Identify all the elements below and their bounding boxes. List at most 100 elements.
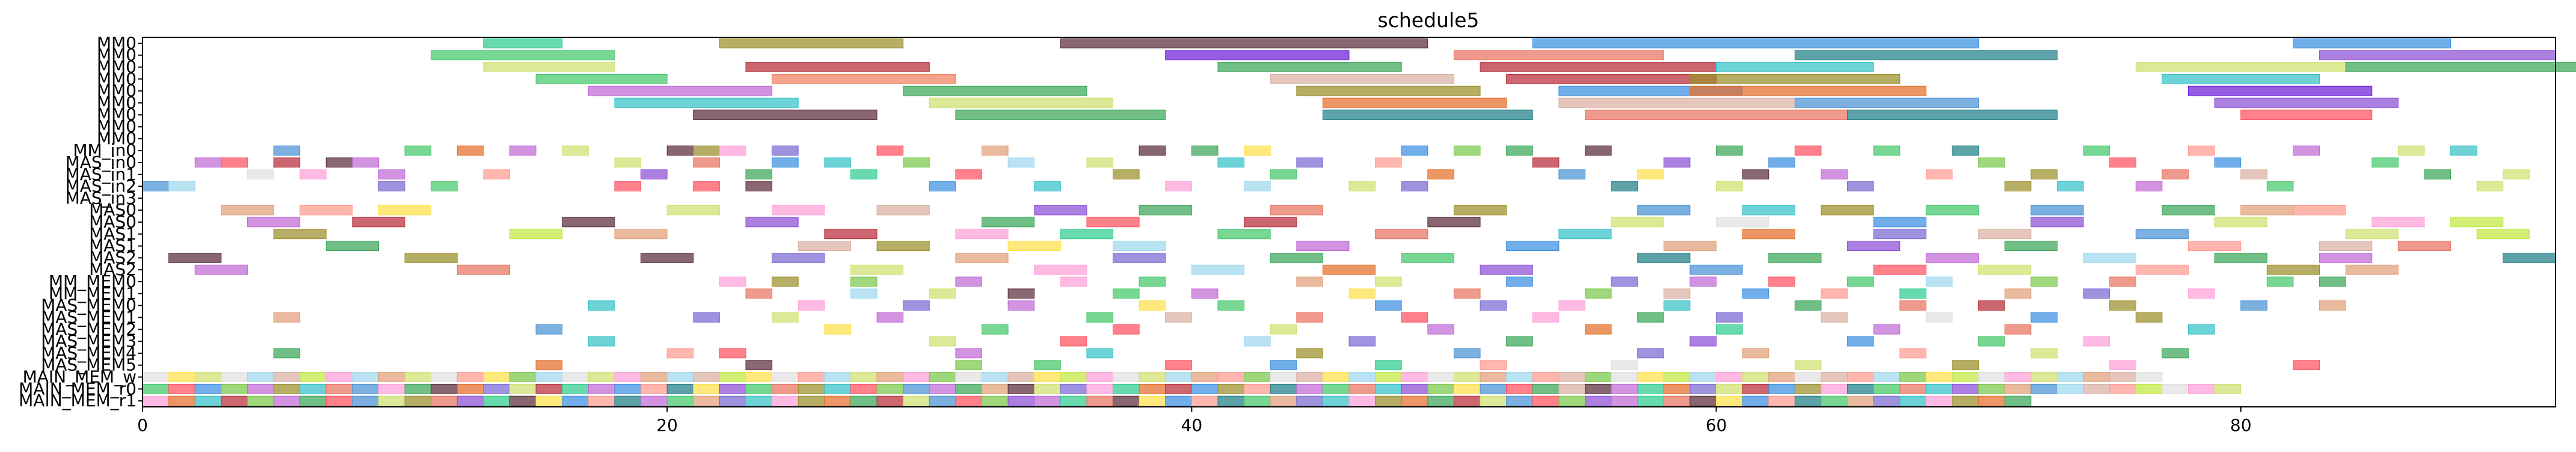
task-bar <box>1663 372 1691 382</box>
task-bar <box>1113 288 1140 299</box>
task-bar <box>1584 145 1612 156</box>
task-bar <box>273 372 301 382</box>
task-bar <box>929 98 1114 108</box>
task-bar <box>2266 181 2294 191</box>
task-bar <box>325 241 379 252</box>
task-bar <box>404 145 432 156</box>
task-bar <box>1034 383 1061 394</box>
task-bar <box>1191 383 1219 394</box>
y-tick-label: MAS_in3 <box>66 188 137 208</box>
y-tick-label: MAS_in1 <box>66 164 137 184</box>
task-bar <box>1847 395 1874 406</box>
task-bar <box>562 145 589 156</box>
task-bar <box>614 157 642 168</box>
task-bar <box>772 73 956 84</box>
xticks-layer: 0 20 40 60 80 <box>137 407 2252 435</box>
y-tick-label: MAS_MEM5 <box>41 355 137 375</box>
task-bar <box>1925 276 1953 287</box>
task-bar <box>1060 276 1087 287</box>
task-bar <box>1742 205 1795 215</box>
task-bar <box>1270 372 1297 382</box>
task-bar <box>1060 38 1428 49</box>
task-bar <box>981 324 1009 335</box>
task-bar <box>2476 229 2530 240</box>
y-tick-label: MAS0 <box>89 200 137 220</box>
task-bar <box>1348 336 1376 347</box>
task-bar <box>1453 372 1481 382</box>
task-bar <box>1191 145 1219 156</box>
task-bar <box>1453 145 1481 156</box>
task-bar <box>1978 264 2032 275</box>
task-bar <box>273 229 327 240</box>
task-bar <box>2345 264 2399 275</box>
task-bar <box>745 169 773 180</box>
task-bar <box>1217 157 1245 168</box>
chart-title: schedule5 <box>1378 8 1480 32</box>
task-bar <box>2135 229 2189 240</box>
y-tick-label: MAS1 <box>89 236 137 256</box>
task-bar <box>562 383 589 394</box>
task-bar <box>142 181 170 191</box>
y-tick-label: MM0 <box>97 57 137 77</box>
task-bar <box>1716 395 1743 406</box>
task-bar <box>1506 241 1560 252</box>
task-bar <box>1427 372 1454 382</box>
task-bar <box>2187 145 2215 156</box>
task-bar <box>1034 395 1061 406</box>
task-bar <box>850 372 878 382</box>
task-bar <box>1480 360 1507 371</box>
task-bar <box>1165 360 1192 371</box>
task-bar <box>693 157 720 168</box>
task-bar <box>903 395 930 406</box>
y-tick-label: MM0 <box>97 33 137 53</box>
task-bar <box>929 383 956 394</box>
task-bar <box>1165 383 1192 394</box>
task-bar <box>1401 253 1454 263</box>
task-bar <box>1375 372 1402 382</box>
task-bar <box>772 205 825 215</box>
task-bar <box>1821 288 1848 299</box>
task-bar <box>1427 395 1454 406</box>
task-bar <box>1401 145 1428 156</box>
task-bar <box>378 181 405 191</box>
task-bar <box>772 157 799 168</box>
task-bar <box>300 169 327 180</box>
task-bar <box>1584 288 1612 299</box>
task-bar <box>1663 288 1691 299</box>
task-bar <box>1847 110 2058 120</box>
task-bar <box>850 169 878 180</box>
task-bar <box>2293 38 2452 49</box>
task-bar <box>2450 217 2504 228</box>
task-bar <box>876 383 904 394</box>
task-bar <box>693 372 720 382</box>
task-bar <box>1794 395 1822 406</box>
task-bar <box>1480 383 1507 394</box>
task-bar <box>247 217 301 228</box>
task-bar <box>431 181 458 191</box>
task-bar <box>1506 145 1533 156</box>
task-bar <box>1296 276 1323 287</box>
task-bar <box>1375 276 1402 287</box>
task-bar <box>2030 383 2058 394</box>
task-bar <box>535 395 563 406</box>
task-bar <box>1899 288 1926 299</box>
task-bar <box>2056 181 2084 191</box>
task-bar <box>2476 181 2504 191</box>
task-bar <box>1637 205 1691 215</box>
task-bar <box>1689 383 1717 394</box>
task-bar <box>2187 288 2215 299</box>
task-bar <box>2214 253 2267 263</box>
task-bar <box>352 383 379 394</box>
task-bar <box>1689 85 1926 96</box>
task-bar <box>981 372 1009 382</box>
task-bar <box>1270 73 1454 84</box>
task-bar <box>1506 73 1717 84</box>
task-bar <box>1532 38 1979 49</box>
task-bar <box>929 336 956 347</box>
task-bar <box>719 145 746 156</box>
x-tick-label: 20 <box>656 415 678 435</box>
task-bar <box>431 372 458 382</box>
task-bar <box>1139 205 1192 215</box>
task-bar <box>745 217 799 228</box>
task-bar <box>1716 62 1874 72</box>
